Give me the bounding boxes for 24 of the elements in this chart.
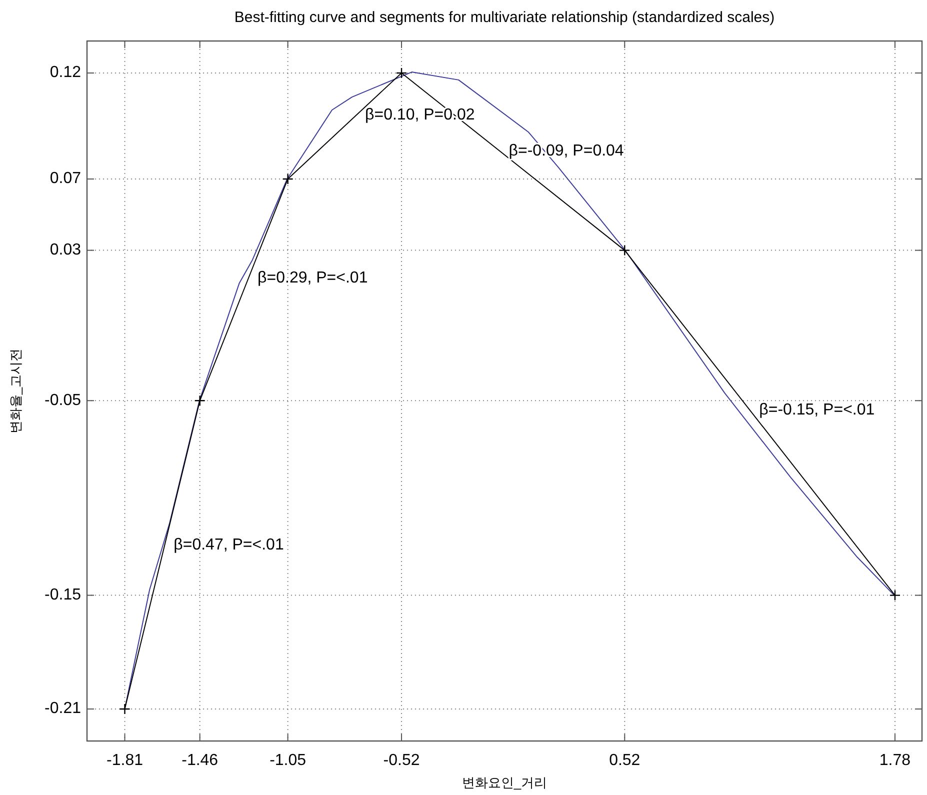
y-axis-title: 변화율_고시전 xyxy=(8,348,23,434)
annotation: β=-0.15, P=<.01 xyxy=(759,401,875,419)
y-tick-label: 0.12 xyxy=(50,64,82,82)
x-tick-label: -1.46 xyxy=(182,752,218,769)
point xyxy=(282,173,294,185)
x-tick-label: 1.78 xyxy=(879,752,911,769)
x-tick-label: 0.52 xyxy=(609,752,640,769)
annotation: β=0.29, P=<.01 xyxy=(258,269,368,286)
x-tick-label: -0.52 xyxy=(383,752,420,769)
point xyxy=(194,395,206,406)
y-tick-label: 0.07 xyxy=(50,170,82,188)
y-tick-label: -0.15 xyxy=(44,586,82,604)
x-tick-label: -1.81 xyxy=(106,752,144,769)
y-tick-label: -0.21 xyxy=(44,700,82,718)
chart-title: Best-fitting curve and segments for multivariate relationship (standardized scales) xyxy=(234,9,775,26)
y-tick-label: -0.05 xyxy=(44,392,82,409)
x-tick-label: -1.05 xyxy=(270,752,306,769)
x-axis-title: 변화요인_거리 xyxy=(462,775,548,790)
point xyxy=(619,244,630,256)
annotation: β=0.47, P=<.01 xyxy=(174,536,284,554)
y-tick-label: 0.03 xyxy=(50,242,82,259)
point xyxy=(119,703,130,715)
point xyxy=(396,67,408,79)
point xyxy=(889,590,901,601)
